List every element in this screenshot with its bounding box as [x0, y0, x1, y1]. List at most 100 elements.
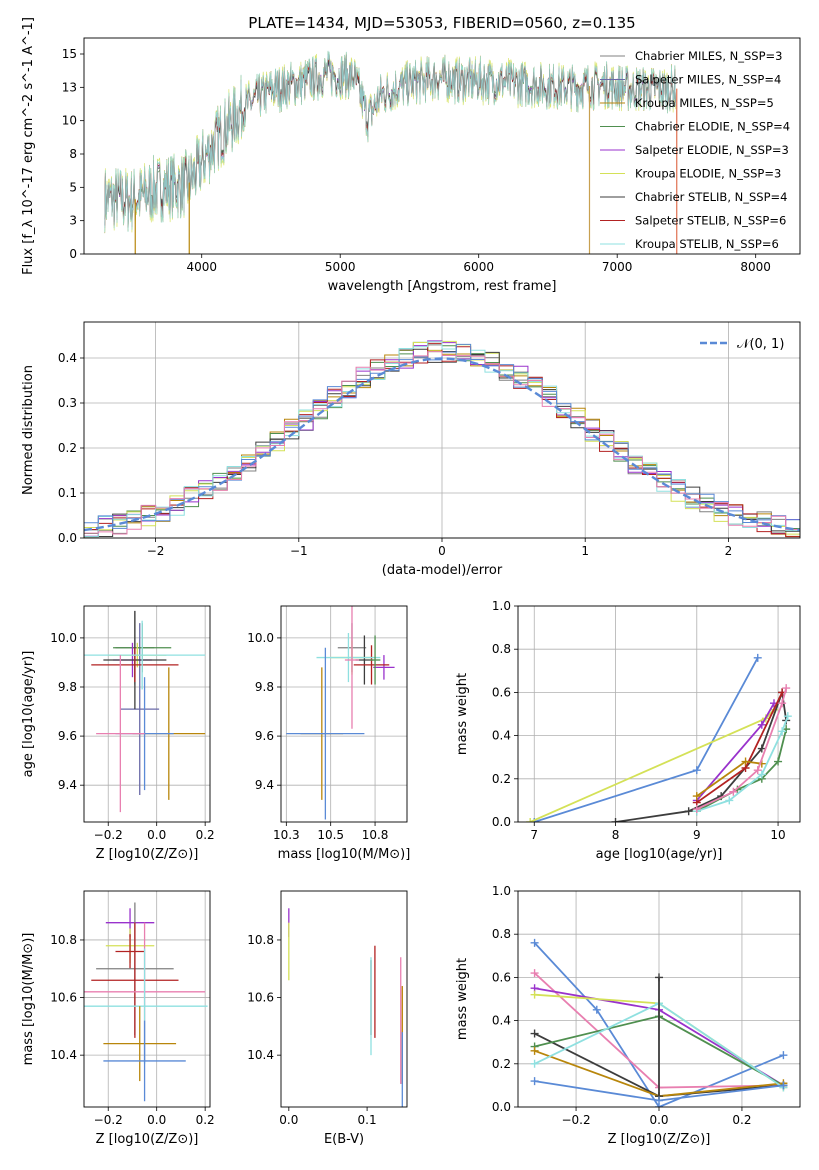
residuals-marks	[84, 340, 800, 538]
weight-marker	[530, 1077, 539, 1086]
axes-frame	[83, 37, 801, 255]
axes-frame	[280, 605, 408, 823]
weight-marker	[757, 744, 766, 753]
spectrum-chart: 4000 5000 6000 7000 8000 0 3 5 8 10 13 15 wavelength…	[21, 17, 801, 294]
y-tick-label: 10.8	[247, 933, 274, 947]
x-axis-label: (data-model)/error	[382, 563, 503, 578]
weight-marker	[530, 969, 539, 978]
x-tick-label: −0.2	[94, 828, 123, 842]
x-tick-label: 0.2	[196, 828, 215, 842]
y-tick-label: 0.1	[58, 486, 77, 500]
x-tick-label: 2	[725, 544, 733, 558]
x-tick-label: 9	[693, 828, 701, 842]
weight-marker	[655, 973, 663, 982]
y-tick-label: 0.6	[492, 685, 511, 699]
weight-marker	[611, 818, 620, 822]
weight-marker	[684, 807, 693, 816]
gaussian-curve	[84, 357, 800, 532]
legend-label: Salpeter ELODIE, N_SSP=3	[635, 143, 789, 157]
weight-marker	[655, 1096, 663, 1105]
y-tick-label: 10.0	[247, 631, 274, 645]
x-tick-label: 10	[770, 828, 785, 842]
y-axis-label: Flux [f_λ 10^-17 erg cm^-2 s^-1 A^-1]	[21, 17, 36, 275]
y-tick-label: 1.0	[492, 884, 511, 898]
y-axis-label: mass weight	[455, 673, 470, 755]
x-tick-label: −2	[147, 544, 165, 558]
y-tick-label: 10.8	[50, 933, 77, 947]
age-vs-mass-marks	[286, 606, 395, 820]
y-tick-label: 3	[69, 214, 77, 228]
x-tick-label: 0.0	[649, 1113, 668, 1127]
weight-marker	[757, 720, 766, 729]
legend-label: 𝒩(0, 1)	[737, 337, 784, 352]
x-tick-label: 7	[530, 828, 538, 842]
x-tick-label: −0.2	[561, 1113, 590, 1127]
y-axis-label: mass [log10(M/M⊙)]	[21, 933, 36, 1066]
weight-vs-age-marks	[526, 653, 792, 822]
y-tick-label: 0.4	[492, 729, 511, 743]
weight-marker	[530, 1029, 539, 1038]
y-tick-label: 9.4	[255, 778, 274, 792]
age-vs-Z-marks	[84, 610, 206, 813]
y-tick-label: 0.8	[492, 642, 511, 656]
age-vs-Z-chart: −0.2 0.0 0.2 9.4 9.6 9.8 10.0 Z [log10(Z/Z⊙)] ag…	[21, 605, 215, 862]
y-tick-label: 9.8	[255, 680, 274, 694]
spectrum-marks	[104, 50, 678, 254]
weight-marker	[729, 787, 738, 796]
legend-label: Kroupa ELODIE, N_SSP=3	[635, 167, 781, 181]
y-tick-label: 0.2	[492, 1057, 511, 1071]
axes-frame	[83, 890, 211, 1108]
axes-frame	[83, 605, 211, 823]
x-tick-label: 0.0	[279, 1113, 298, 1127]
y-tick-label: 15	[62, 47, 77, 61]
x-tick-label: 4000	[186, 260, 217, 274]
y-tick-label: 10.0	[50, 631, 77, 645]
x-tick-label: 10.3	[273, 828, 300, 842]
x-tick-label: 6000	[463, 260, 494, 274]
y-tick-label: 1.0	[492, 599, 511, 613]
weight-marker	[774, 757, 783, 766]
legend-label: Chabrier STELIB, N_SSP=4	[635, 190, 787, 204]
y-tick-label: 0.4	[492, 1014, 511, 1028]
x-tick-label: 8000	[740, 260, 771, 274]
weight-marker	[530, 990, 539, 999]
x-tick-label: 0.2	[196, 1113, 215, 1127]
weight-marker	[778, 727, 787, 736]
y-tick-label: 9.4	[58, 778, 77, 792]
y-tick-label: 0.3	[58, 396, 77, 410]
mass-vs-EBV-chart: 0.0 0.1 10.4 10.6 10.8 E(B-V)	[247, 890, 408, 1147]
weight-vs-Z-marks	[530, 938, 788, 1107]
y-tick-label: 10.4	[247, 1048, 274, 1062]
weight-series-line	[615, 692, 788, 822]
x-axis-label: E(B-V)	[324, 1132, 364, 1147]
y-tick-label: 0.0	[492, 815, 511, 829]
weight-marker	[778, 699, 787, 708]
y-tick-label: 0.4	[58, 351, 77, 365]
axes-frame	[517, 605, 801, 823]
y-tick-label: 0.0	[58, 531, 77, 545]
legend-label: Chabrier MILES, N_SSP=3	[635, 49, 782, 63]
x-axis-label: Z [log10(Z/Z⊙)]	[96, 847, 199, 862]
weight-marker	[741, 757, 750, 766]
legend-label: Kroupa MILES, N_SSP=5	[635, 96, 774, 110]
x-tick-label: 5000	[325, 260, 356, 274]
weight-marker	[753, 766, 762, 775]
weight-series-line	[529, 709, 775, 822]
y-axis-label: mass weight	[455, 958, 470, 1040]
weight-marker	[692, 792, 701, 801]
x-axis-label: wavelength [Angstrom, rest frame]	[328, 279, 557, 294]
plots-layer: 4000 5000 6000 7000 80000358101315wavelength…	[21, 17, 801, 1147]
weight-marker	[779, 1081, 788, 1090]
y-tick-label: 10.6	[247, 991, 274, 1005]
y-tick-label: 10.4	[50, 1048, 77, 1062]
y-axis-label: age [log10(age/yr)]	[21, 651, 36, 778]
x-tick-label: 0	[438, 544, 446, 558]
y-tick-label: 0.2	[58, 441, 77, 455]
axes-frame	[280, 890, 408, 1108]
x-tick-label: 0.0	[147, 1113, 166, 1127]
x-axis-label: mass [log10(M/M⊙)]	[278, 847, 411, 862]
y-axis-label: Normed distribution	[21, 365, 36, 495]
y-tick-label: 0.8	[492, 927, 511, 941]
weight-marker	[530, 1046, 539, 1055]
